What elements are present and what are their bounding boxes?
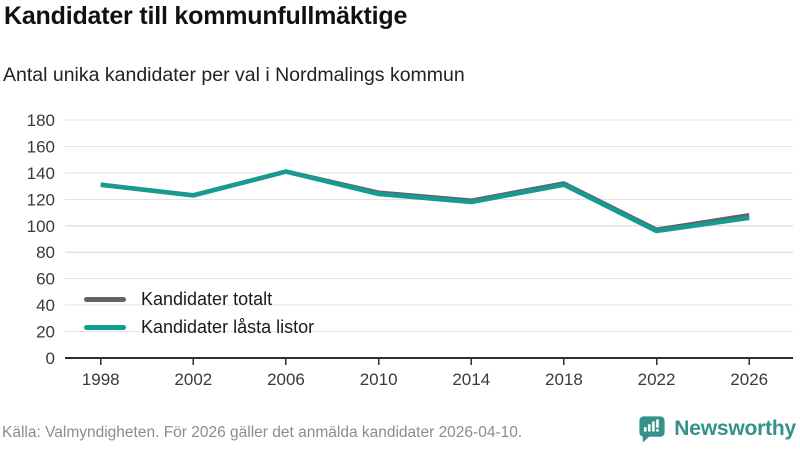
- legend-label-total: Kandidater totalt: [141, 288, 273, 309]
- svg-text:100: 100: [27, 217, 55, 236]
- svg-text:140: 140: [27, 164, 55, 183]
- chart-legend: Kandidater totalt Kandidater låsta listo…: [84, 285, 314, 341]
- legend-swatch-locked-lists: [84, 324, 126, 330]
- svg-text:1998: 1998: [82, 370, 120, 389]
- legend-item-locked-lists: Kandidater låsta listor: [84, 313, 314, 341]
- source-note: Källa: Valmyndigheten. För 2026 gäller d…: [2, 424, 523, 441]
- svg-text:0: 0: [46, 349, 55, 368]
- svg-text:2026: 2026: [730, 370, 768, 389]
- legend-item-total: Kandidater totalt: [84, 285, 314, 313]
- svg-text:40: 40: [36, 296, 55, 315]
- line-chart-canvas: 0 20 40 60 80 100 120 140 160 180 1998 2002 2006 2010…: [27, 111, 793, 389]
- svg-text:2006: 2006: [267, 370, 305, 389]
- svg-text:2010: 2010: [360, 370, 398, 389]
- svg-text:2014: 2014: [452, 370, 490, 389]
- svg-text:2022: 2022: [638, 370, 676, 389]
- svg-text:2018: 2018: [545, 370, 583, 389]
- svg-text:80: 80: [36, 243, 55, 262]
- svg-text:160: 160: [27, 137, 55, 156]
- svg-text:120: 120: [27, 190, 55, 209]
- svg-text:20: 20: [36, 323, 55, 342]
- svg-text:60: 60: [36, 270, 55, 289]
- newsworthy-logo: Newsworthy: [636, 413, 796, 444]
- newsworthy-wordmark: Newsworthy: [674, 416, 796, 440]
- chart-subtitle: Antal unika kandidater per val i Nordmal…: [3, 64, 465, 86]
- legend-label-locked-lists: Kandidater låsta listor: [141, 316, 315, 337]
- chart-title: Kandidater till kommunfullmäktige: [4, 2, 408, 30]
- legend-swatch-total: [84, 296, 126, 302]
- newsworthy-speech-bubble-chart-icon: [639, 416, 665, 443]
- svg-text:180: 180: [27, 111, 55, 130]
- svg-text:2002: 2002: [174, 370, 212, 389]
